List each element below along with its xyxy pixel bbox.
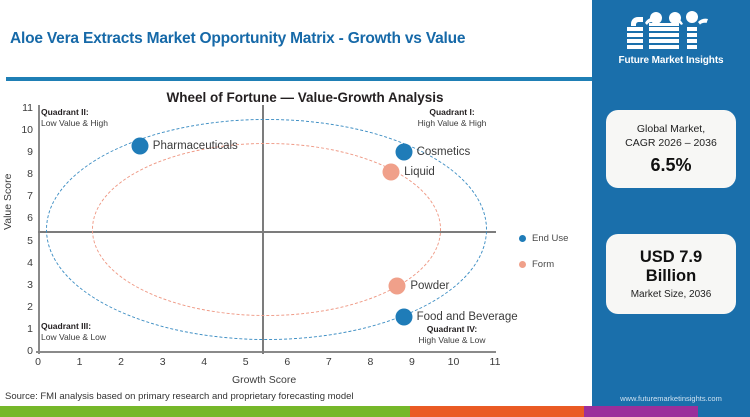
x-axis-tick: 8	[367, 356, 374, 368]
bottom-color-bar	[0, 406, 750, 417]
chart-legend: End Use Form	[519, 233, 568, 285]
quadrant-label-q4: Quadrant IV: High Value & Low	[418, 324, 486, 346]
header-divider	[6, 77, 592, 81]
market-size-value-line1: USD 7.9	[639, 247, 703, 266]
data-point-pharmaceuticals[interactable]	[131, 137, 149, 155]
quadrant-label-q3: Quadrant III: Low Value & Low	[41, 321, 107, 343]
legend-swatch-icon	[519, 261, 526, 268]
cagr-value: 6.5%	[650, 155, 692, 176]
x-axis-tick: 7	[325, 356, 332, 368]
y-axis-tick: 1	[27, 322, 33, 335]
legend-label: End Use	[532, 233, 569, 244]
x-axis-tick: 4	[201, 356, 208, 368]
orange-segment	[410, 406, 585, 417]
sidebar: Future Market Insights Global Market, CA…	[592, 0, 750, 417]
y-axis-tick: 6	[27, 212, 33, 225]
legend-item-end-use[interactable]: End Use	[519, 233, 568, 244]
x-axis-tick: 11	[489, 356, 501, 368]
y-axis-tick: 8	[27, 168, 33, 181]
data-point-liquid[interactable]	[382, 163, 400, 181]
x-axis-label: Growth Score	[232, 374, 297, 386]
x-axis-tick: 1	[76, 356, 83, 368]
source-note: Source: FMI analysis based on primary re…	[5, 391, 354, 402]
x-axis-tick: 6	[284, 356, 291, 368]
chart-title: Wheel of Fortune — Value-Growth Analysis	[166, 90, 444, 105]
fmi-logo-subtitle: Future Market Insights	[618, 54, 724, 66]
y-axis-tick: 4	[27, 256, 33, 269]
y-axis-tick: 7	[27, 190, 33, 203]
inner-ellipse	[92, 143, 441, 316]
x-axis-tick: 3	[159, 356, 166, 368]
website-url: www.futuremarketinsights.com	[620, 394, 722, 403]
quadrant-label-q1: Quadrant I: High Value & High	[417, 107, 487, 129]
y-axis-tick: 2	[27, 300, 33, 313]
green-segment	[0, 406, 411, 417]
cagr-card-line1: Global Market,	[636, 122, 706, 135]
y-axis-tick: 0	[27, 345, 33, 357]
y-axis-line	[38, 105, 40, 354]
data-point-label: Food and Beverage	[416, 310, 518, 323]
plot-area: 0 1 2 3 4 5 6 7 8 9 10 11 0 1 2 3 4 5 6 7 8 9 10 11 Pharmaceutic…	[21, 102, 517, 368]
blue-segment	[697, 406, 750, 417]
fmi-logo: Future Market Insights	[592, 0, 750, 76]
x-axis-tick: 9	[408, 356, 415, 368]
data-point-cosmetics[interactable]	[395, 143, 413, 161]
x-axis-tick: 0	[35, 356, 41, 368]
y-axis-tick: 5	[27, 234, 33, 247]
data-point-label: Powder	[410, 279, 450, 292]
y-axis-tick: 9	[27, 146, 33, 159]
data-point-label: Pharmaceuticals	[152, 139, 238, 152]
data-point-label: Cosmetics	[416, 146, 471, 159]
legend-label: Form	[532, 259, 555, 270]
data-point-powder[interactable]	[388, 277, 406, 295]
market-size-card: USD 7.9 Billion Market Size, 2036	[606, 234, 736, 314]
x-axis-tick: 5	[242, 356, 249, 368]
main-chart-panel: Aloe Vera Extracts Market Opportunity Ma…	[2, 30, 592, 402]
y-axis-tick: 10	[21, 124, 33, 137]
data-point-label: Liquid	[404, 166, 435, 179]
y-axis-label: Value Score	[2, 173, 14, 230]
y-axis-tick: 11	[22, 102, 33, 114]
outer-ellipse	[46, 119, 487, 340]
cagr-card-line2: CAGR 2026 – 2036	[625, 137, 717, 149]
legend-item-form[interactable]: Form	[519, 259, 568, 270]
data-point-food-and-beverage[interactable]	[395, 308, 413, 326]
x-axis-line	[36, 351, 496, 353]
quadrant-label-q2: Quadrant II: Low Value & High	[41, 107, 108, 129]
purple-segment	[584, 406, 698, 417]
market-size-value-line2: Billion	[645, 266, 697, 285]
page-title: Aloe Vera Extracts Market Opportunity Ma…	[10, 30, 466, 47]
legend-swatch-icon	[519, 235, 526, 242]
cagr-card: Global Market, CAGR 2026 – 2036 6.5%	[606, 110, 736, 188]
fmi-logo-mark	[627, 10, 708, 49]
y-axis-tick: 3	[27, 278, 33, 291]
market-size-caption: Market Size, 2036	[630, 289, 712, 301]
x-axis-tick: 10	[447, 356, 460, 368]
x-axis-tick: 2	[118, 356, 124, 368]
